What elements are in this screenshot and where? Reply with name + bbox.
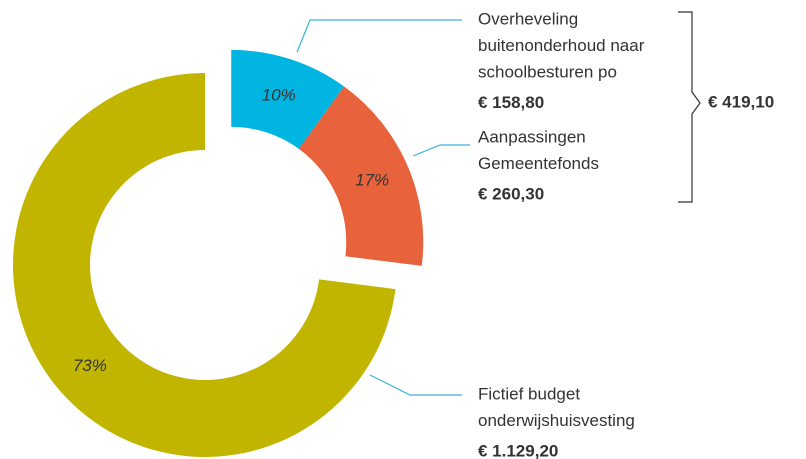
- donut-segment: [298, 86, 424, 266]
- amount-label: € 1.129,20: [478, 441, 558, 459]
- percent-label: 17%: [355, 170, 389, 189]
- leader-line: [412, 144, 470, 157]
- category-label: Overheveling: [478, 9, 578, 28]
- leader-lines: [296, 19, 470, 396]
- category-label: buitenonderhoud naar: [478, 36, 645, 55]
- category-label: schoolbesturen po: [478, 62, 617, 81]
- percent-label: 10%: [262, 85, 296, 104]
- amount-label: € 260,30: [478, 184, 544, 203]
- category-label: Aanpassingen: [478, 127, 586, 146]
- leader-line: [369, 374, 462, 396]
- amount-label: € 158,80: [478, 93, 544, 112]
- bracket: [678, 11, 701, 203]
- category-label: Fictief budget: [478, 384, 580, 403]
- category-label: onderwijshuisvesting: [478, 411, 635, 430]
- percent-label: 73%: [73, 356, 107, 375]
- donut-segment: [231, 49, 345, 149]
- category-label: Gemeentefonds: [478, 154, 599, 173]
- group-total: € 419,10: [708, 92, 774, 111]
- donut-segment: [13, 73, 396, 458]
- leader-line: [296, 19, 462, 53]
